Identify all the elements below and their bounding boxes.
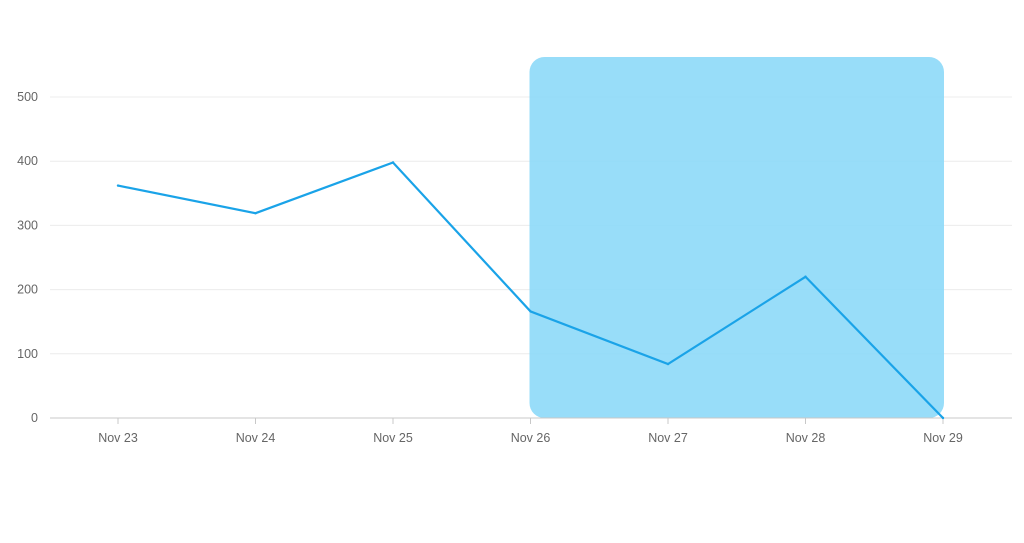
highlight-range — [529, 57, 944, 418]
data-point-0-4 — [666, 362, 670, 366]
x-tick-label-1: Nov 24 — [236, 431, 276, 445]
data-point-0-0 — [116, 184, 120, 187]
data-point-0-1 — [254, 212, 257, 215]
y-tick-label-200: 200 — [17, 283, 38, 297]
x-tick-label-4: Nov 27 — [648, 431, 688, 445]
data-point-0-6 — [941, 416, 945, 420]
axis-layer — [50, 417, 1012, 424]
x-tick-label-2: Nov 25 — [373, 431, 413, 445]
y-tick-label-100: 100 — [17, 347, 38, 361]
y-tick-label-0: 0 — [31, 411, 38, 425]
y-tick-label-300: 300 — [17, 218, 38, 232]
label-layer: 0 100 200 300 400 500 Nov 23 Nov 24 Nov 25 Nov 26… — [17, 90, 963, 445]
data-point-0-3 — [529, 310, 532, 313]
highlight-layer — [529, 57, 944, 418]
series-layer — [116, 161, 945, 420]
x-tick-label-3: Nov 26 — [511, 431, 551, 445]
x-tick-label-5: Nov 28 — [786, 431, 826, 445]
data-point-0-5 — [804, 275, 807, 278]
y-tick-label-400: 400 — [17, 154, 38, 168]
data-point-0-2 — [391, 161, 395, 164]
x-tick-label-0: Nov 23 — [98, 431, 138, 445]
y-tick-label-500: 500 — [17, 90, 38, 104]
x-tick-label-6: Nov 29 — [923, 431, 963, 445]
